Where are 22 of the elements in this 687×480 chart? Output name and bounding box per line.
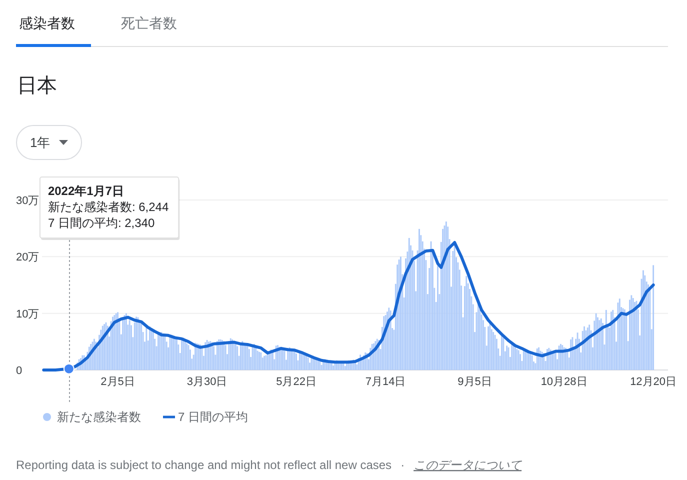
x-tick-label: 2月5日 [100,376,135,388]
tooltip: 2022年1月7日 新たな感染者数: 6,244 7 日間の平均: 2,340 [39,176,180,240]
text: Reporting data is subject to change and might not reflect all new cases [16,458,392,472]
x-tick-label: 3月30日 [186,376,228,388]
tabs: 感染者数 死亡者数 [16,15,668,47]
text: · [400,458,405,472]
y-tick-label: 10万 [16,308,40,320]
range-button: 1年 [16,125,82,160]
y-tick-label: 0 [16,365,22,377]
x-tick-label: 5月22日 [276,376,316,388]
annotation: 7 日間の平均: 2,340 [48,216,155,230]
x-tick-label: 12月20日 [630,376,677,388]
x-tick-label: 9月5日 [458,376,492,388]
text: このデータについて [414,458,523,472]
legend-label: 7 日間の平均 [178,410,248,424]
chart-title: 日本 [17,75,57,97]
annotation: 新たな感染者数: 6,244 [48,200,169,214]
x-tick-label: 7月14日 [365,376,406,388]
legend-label: 新たな感染者数 [57,410,141,424]
y-tick-label: 20万 [16,252,40,264]
y-tick-label: 30万 [16,195,40,207]
x-tick-label: 10月28日 [540,376,588,388]
